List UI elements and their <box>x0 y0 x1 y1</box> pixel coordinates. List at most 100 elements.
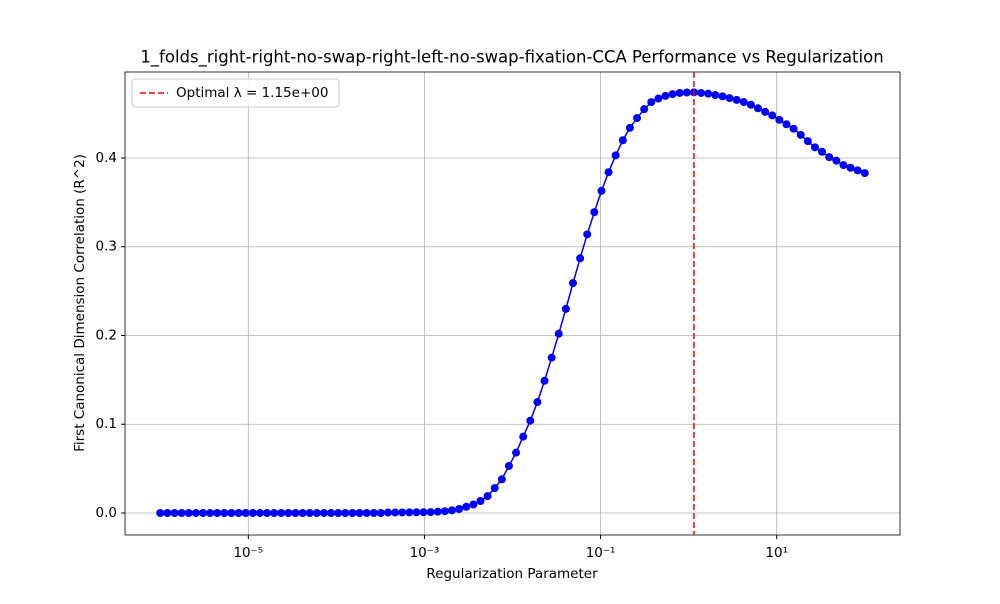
marker <box>383 508 392 517</box>
marker <box>483 492 492 501</box>
marker <box>234 508 243 517</box>
marker <box>327 508 336 517</box>
marker <box>476 497 485 506</box>
plot-frame <box>124 71 901 536</box>
marker <box>512 448 521 457</box>
marker <box>597 186 606 195</box>
marker <box>611 151 620 160</box>
marker <box>248 508 257 517</box>
y-tick-label: 0.2 <box>96 327 117 343</box>
marker <box>732 95 741 104</box>
marker <box>697 88 706 97</box>
marker <box>561 304 570 313</box>
marker <box>675 88 684 97</box>
y-axis-label: First Canonical Dimension Correlation (R… <box>72 154 88 452</box>
marker <box>448 506 457 515</box>
marker <box>625 123 634 132</box>
marker <box>440 507 449 516</box>
y-tick-label: 0.4 <box>96 150 117 166</box>
marker <box>554 329 563 338</box>
marker <box>654 94 663 103</box>
marker <box>220 508 229 517</box>
marker <box>398 508 407 517</box>
marker <box>668 90 677 99</box>
marker <box>362 508 371 517</box>
marker <box>818 147 827 156</box>
marker <box>312 508 321 517</box>
marker <box>704 89 713 98</box>
marker <box>341 508 350 517</box>
marker <box>839 161 848 170</box>
marker <box>647 98 656 107</box>
x-tick-label: 10¹ <box>765 545 788 561</box>
marker <box>519 432 528 441</box>
marker <box>319 508 328 517</box>
marker <box>533 398 542 407</box>
marker <box>576 254 585 263</box>
marker <box>206 508 215 517</box>
y-tick-label: 0.0 <box>96 505 117 521</box>
marker <box>163 508 172 517</box>
marker <box>376 508 385 517</box>
marker <box>860 169 869 178</box>
marker <box>633 114 642 123</box>
marker <box>455 504 464 513</box>
marker <box>391 508 400 517</box>
marker <box>462 502 471 511</box>
marker <box>526 416 535 425</box>
marker <box>419 508 428 517</box>
marker <box>156 508 165 517</box>
x-axis-label: Regularization Parameter <box>426 566 598 582</box>
x-tick-label: 10⁻³ <box>410 545 440 561</box>
marker <box>198 508 207 517</box>
marker <box>497 475 506 484</box>
marker <box>355 508 364 517</box>
marker <box>255 508 264 517</box>
marker <box>412 508 421 517</box>
marker <box>540 376 549 385</box>
marker <box>725 94 734 103</box>
marker <box>711 90 720 99</box>
marker <box>590 208 599 217</box>
legend-label: Optimal λ = 1.15e+00 <box>176 85 328 101</box>
marker <box>604 168 613 177</box>
marker <box>754 104 763 113</box>
x-tick-label: 10⁻¹ <box>586 545 616 561</box>
legend-box <box>131 78 340 108</box>
marker <box>291 508 300 517</box>
marker <box>640 105 649 114</box>
marker <box>568 279 577 288</box>
marker <box>284 508 293 517</box>
marker <box>583 230 592 239</box>
marker <box>490 484 499 493</box>
marker <box>191 508 200 517</box>
chart-title: 1_folds_right-right-no-swap-right-left-n… <box>140 48 883 68</box>
marker <box>241 508 250 517</box>
marker <box>277 508 286 517</box>
marker <box>618 136 627 145</box>
marker <box>825 153 834 162</box>
marker <box>768 111 777 120</box>
marker <box>718 92 727 101</box>
marker <box>796 130 805 139</box>
marker <box>803 137 812 146</box>
marker <box>348 508 357 517</box>
marker <box>305 508 314 517</box>
marker <box>832 156 841 165</box>
marker <box>298 508 307 517</box>
marker <box>739 98 748 107</box>
marker <box>262 508 271 517</box>
marker <box>405 508 414 517</box>
marker <box>227 508 236 517</box>
y-tick-label: 0.3 <box>96 239 117 255</box>
marker <box>334 508 343 517</box>
marker <box>177 508 186 517</box>
marker <box>504 461 513 470</box>
marker <box>782 120 791 129</box>
marker <box>761 107 770 116</box>
marker <box>775 115 784 124</box>
marker <box>661 91 670 100</box>
marker <box>184 508 193 517</box>
marker <box>682 88 691 97</box>
